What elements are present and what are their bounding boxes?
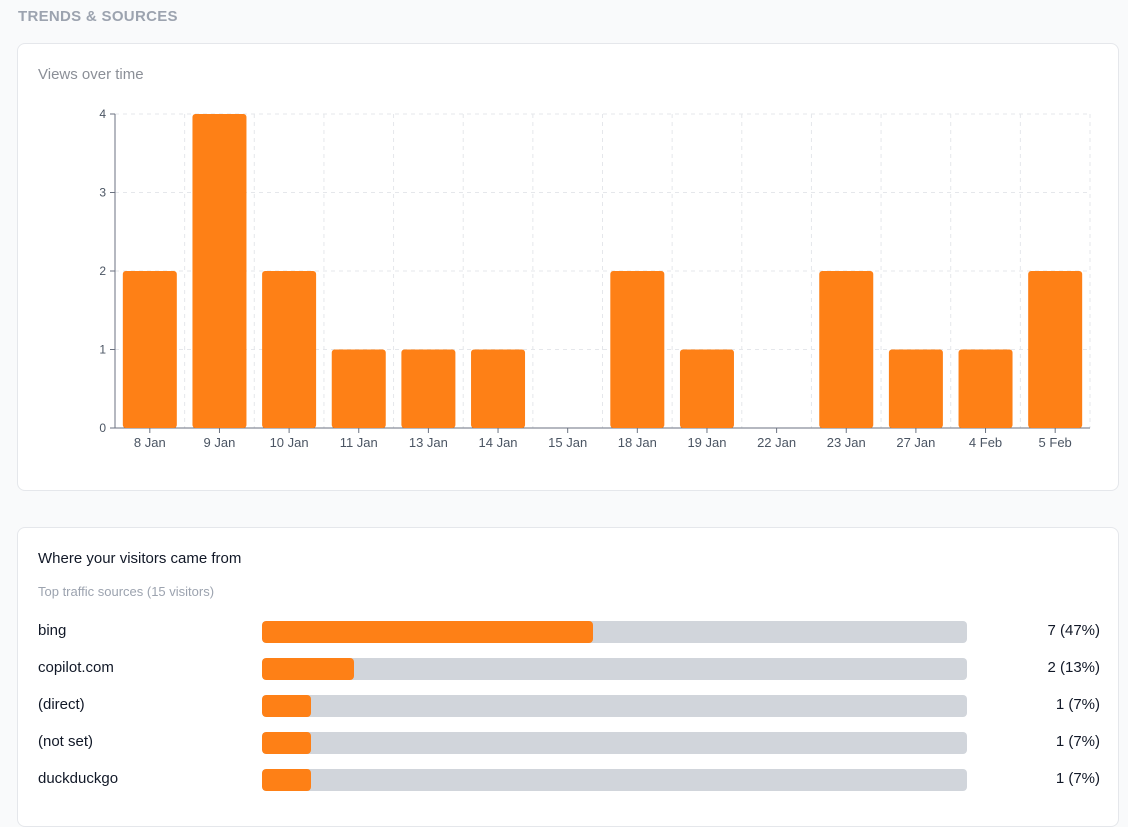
source-value: 2 (13%) <box>1047 659 1100 676</box>
source-progress-track <box>262 658 967 680</box>
y-tick-label: 4 <box>99 107 106 121</box>
source-progress-track <box>262 732 967 754</box>
views-chart-card: 0 1 2 3 4 8 Jan 9 Jan 10 Jan 11 Jan 13 Jan 14 Jan 1… <box>17 43 1119 491</box>
source-progress-fill <box>262 732 312 754</box>
views-bar-chart: 0 1 2 3 4 8 Jan 9 Jan 10 Jan 11 Jan 13 Jan 14 Jan 1… <box>99 107 1091 450</box>
source-progress-fill <box>262 769 312 791</box>
bar-23-jan <box>819 271 874 428</box>
x-tick-label: 13 Jan <box>409 435 448 450</box>
source-name: (direct) <box>38 696 85 713</box>
chart-title: Views over time <box>38 66 144 83</box>
x-tick-label: 18 Jan <box>618 435 657 450</box>
source-row: (direct) 1 (7%) <box>18 694 1120 718</box>
source-row: bing 7 (47%) <box>18 620 1120 644</box>
traffic-sources-card: Where your visitors came from Top traffi… <box>17 527 1119 827</box>
source-progress-track <box>262 769 967 791</box>
y-tick-label: 2 <box>99 264 106 278</box>
sources-title: Where your visitors came from <box>38 550 242 567</box>
bar-9-jan <box>192 114 247 428</box>
bar-18-jan <box>610 271 665 428</box>
y-tick-label: 3 <box>99 186 106 200</box>
bar-10-jan <box>262 271 317 428</box>
x-tick-label: 8 Jan <box>134 435 166 450</box>
source-progress-fill <box>262 658 354 680</box>
source-value: 1 (7%) <box>1055 696 1100 713</box>
bar-19-jan <box>679 349 734 428</box>
x-tick-label: 15 Jan <box>548 435 587 450</box>
x-tick-label: 11 Jan <box>340 435 378 450</box>
x-tick-label: 4 Feb <box>969 435 1002 450</box>
bar-13-jan <box>401 349 456 428</box>
source-progress-track <box>262 695 967 717</box>
source-name: bing <box>38 622 67 639</box>
x-tick-label: 14 Jan <box>479 435 518 450</box>
x-tick-label: 5 Feb <box>1039 435 1072 450</box>
bar-5-feb <box>1028 271 1083 428</box>
source-row: (not set) 1 (7%) <box>18 731 1120 755</box>
y-tick-label: 0 <box>99 421 106 435</box>
section-title: TRENDS & SOURCES <box>18 8 178 25</box>
source-value: 1 (7%) <box>1055 770 1100 787</box>
source-name: duckduckgo <box>38 770 119 787</box>
source-progress-fill <box>262 621 594 643</box>
x-tick-label: 19 Jan <box>687 435 726 450</box>
source-progress-fill <box>262 695 312 717</box>
sources-subtitle: Top traffic sources (15 visitors) <box>38 584 215 599</box>
x-tick-label: 22 Jan <box>757 435 796 450</box>
y-tick-label: 1 <box>99 343 106 357</box>
source-value: 7 (47%) <box>1047 622 1100 639</box>
source-progress-track <box>262 621 967 643</box>
source-value: 1 (7%) <box>1055 733 1100 750</box>
source-row: duckduckgo 1 (7%) <box>18 768 1120 792</box>
bar-11-jan <box>331 349 386 428</box>
bar-8-jan <box>122 271 177 428</box>
source-row: copilot.com 2 (13%) <box>18 657 1120 681</box>
bar-4-feb <box>958 349 1013 428</box>
source-name: copilot.com <box>38 659 114 676</box>
x-tick-label: 27 Jan <box>896 435 935 450</box>
x-tick-label: 10 Jan <box>270 435 309 450</box>
x-tick-label: 9 Jan <box>204 435 236 450</box>
x-tick-label: 23 Jan <box>827 435 866 450</box>
bar-14-jan <box>471 349 526 428</box>
bar-27-jan <box>888 349 943 428</box>
source-name: (not set) <box>38 733 94 750</box>
